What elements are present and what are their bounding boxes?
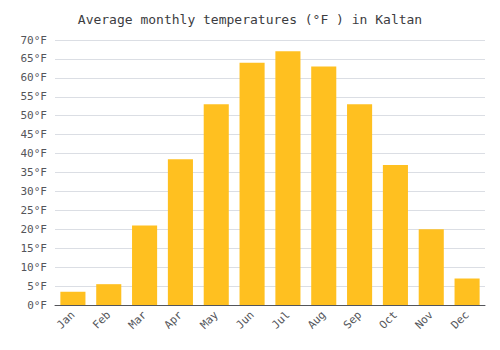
svg-text:Sep: Sep [341, 308, 364, 331]
svg-text:35°F: 35°F [21, 166, 48, 179]
svg-text:55°F: 55°F [21, 90, 48, 103]
svg-text:60°F: 60°F [21, 71, 48, 84]
svg-text:Average monthly temperatures (: Average monthly temperatures (°F ) in Ka… [78, 12, 422, 27]
svg-text:Feb: Feb [90, 308, 113, 331]
svg-text:Mar: Mar [126, 308, 149, 331]
svg-text:30°F: 30°F [21, 185, 48, 198]
svg-text:50°F: 50°F [21, 109, 48, 122]
svg-text:65°F: 65°F [21, 52, 48, 65]
svg-text:0°F: 0°F [27, 299, 47, 312]
svg-text:Jul: Jul [269, 308, 292, 331]
svg-text:Nov: Nov [413, 308, 436, 331]
svg-text:25°F: 25°F [21, 204, 48, 217]
svg-text:Jun: Jun [233, 308, 256, 331]
svg-text:45°F: 45°F [21, 128, 48, 141]
svg-text:70°F: 70°F [21, 34, 48, 47]
svg-text:15°F: 15°F [21, 242, 48, 255]
svg-text:10°F: 10°F [21, 261, 48, 274]
svg-text:Apr: Apr [162, 308, 185, 331]
svg-text:Aug: Aug [305, 308, 328, 331]
svg-text:Dec: Dec [448, 308, 471, 331]
svg-text:Jan: Jan [54, 308, 77, 331]
svg-text:5°F: 5°F [27, 280, 47, 293]
svg-text:May: May [198, 308, 221, 331]
svg-text:20°F: 20°F [21, 223, 48, 236]
svg-text:Oct: Oct [377, 308, 400, 331]
svg-text:40°F: 40°F [21, 147, 48, 160]
